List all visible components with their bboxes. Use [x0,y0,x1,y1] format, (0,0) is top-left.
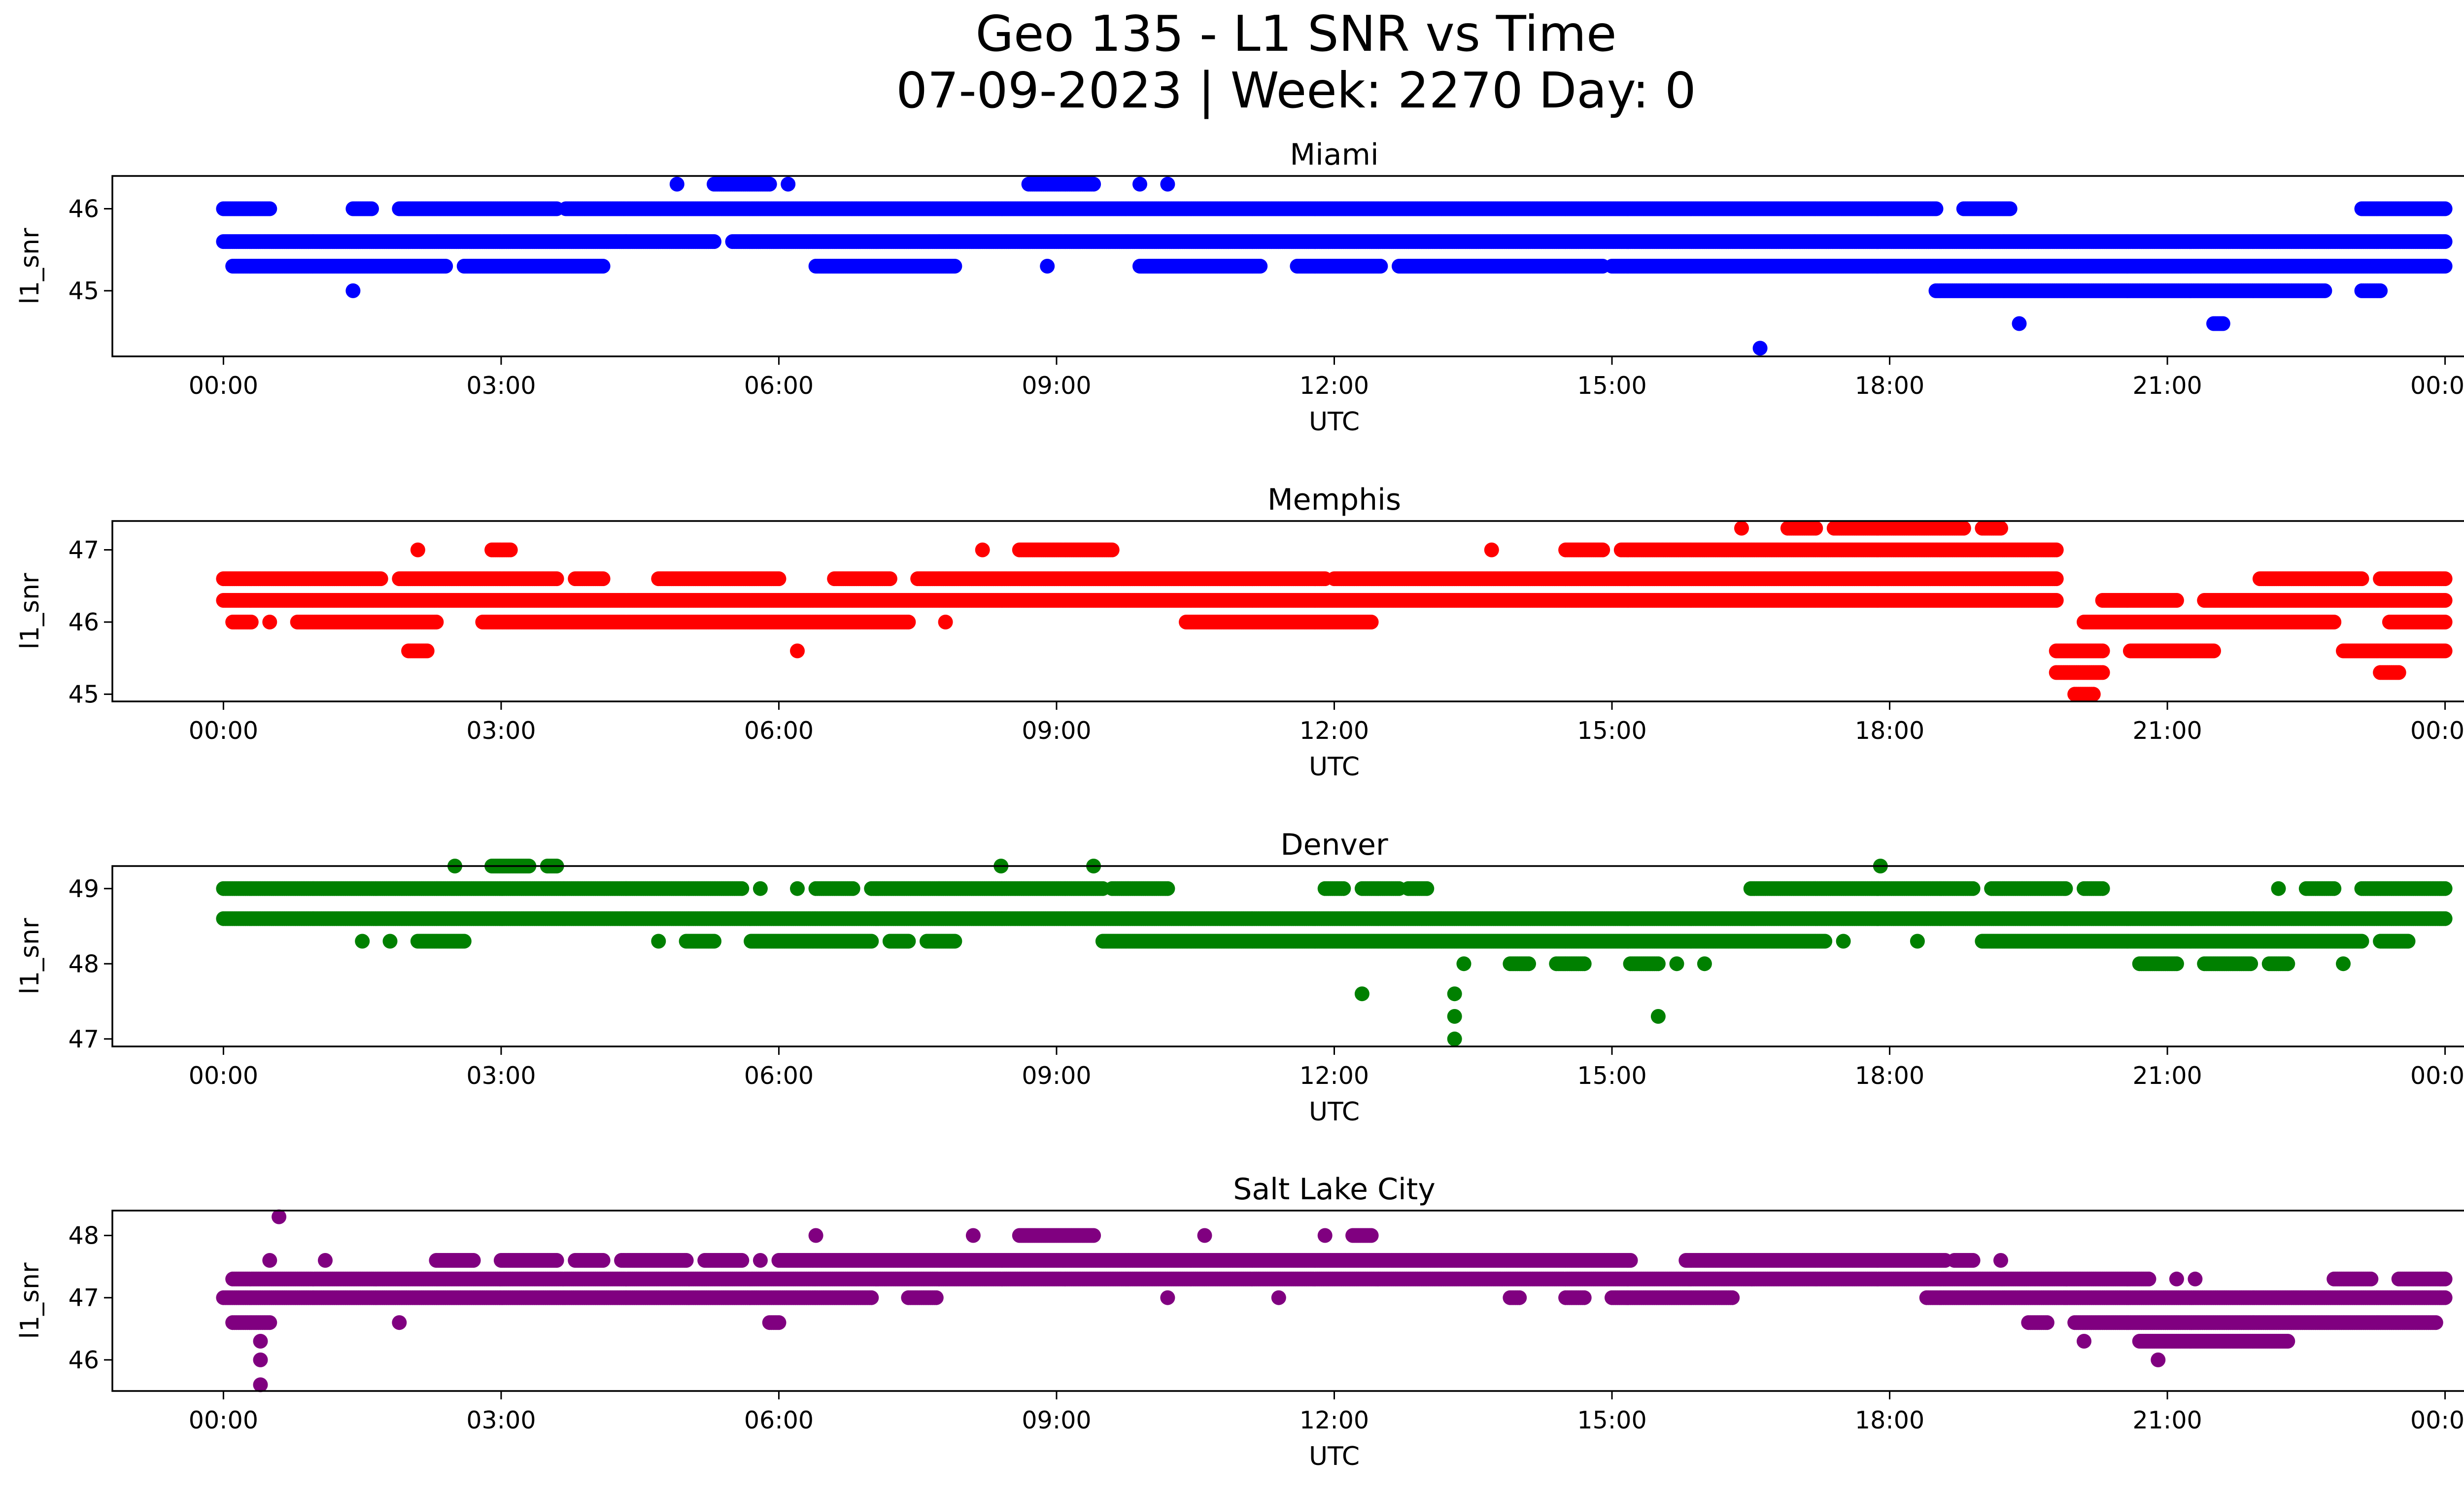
data-point [1808,521,1823,536]
subplots-group: Miami 00:00 03:00 06:00 09:00 12:00 15:00 18:00… [15,138,2464,1471]
data-point [762,176,777,192]
subplot-miami: Miami 00:00 03:00 06:00 09:00 12:00 15:00 18:00… [15,138,2464,437]
data-point [1373,259,1388,274]
data-point [1132,176,1147,192]
x-tick-label: 09:00 [1022,372,1091,400]
data-point [2437,234,2453,249]
data-point [410,542,425,557]
data-point [781,176,796,192]
data-point [1595,542,1610,557]
data-point [595,259,611,274]
data-point [2354,571,2369,587]
x-tick-label: 03:00 [466,372,536,400]
data-point [1734,521,1749,536]
data-point [345,283,361,298]
data-point [1993,521,2008,536]
data-point [947,259,962,274]
data-point [2002,201,2018,216]
data-point [669,176,684,192]
data-point [1160,176,1175,192]
data-point [1104,542,1120,557]
figure-title-line2: 07-09-2023 | Week: 2270 Day: 0 [896,62,1696,119]
data-point [2049,542,2064,557]
data-point [2049,571,2064,587]
y-axis-label: l1_snr [15,228,45,305]
data-point [595,571,611,587]
data-point [262,201,277,216]
data-point [2437,259,2453,274]
x-axis-label: UTC [1309,407,1360,437]
data-point [2373,283,2388,298]
subplot-title: Miami [1290,138,1378,172]
data-point [771,571,787,587]
figure-title-line1: Geo 135 - L1 SNR vs Time [976,5,1617,63]
data-point [707,234,721,249]
data-point [364,201,379,216]
x-tick-label: 00:00 [189,372,258,400]
data-point [2317,283,2332,298]
y-tick-label: 45 [68,277,99,305]
data-point [2437,571,2453,587]
y-tick-label: 46 [68,195,99,223]
data-point [2012,316,2027,331]
data-point [1928,201,1944,216]
data-point [975,542,990,557]
data-point [1752,341,1768,356]
data-point [2437,201,2453,216]
subplot-title: Memphis [1267,483,1401,517]
data-point [1956,521,1971,536]
data-point [438,259,453,274]
data-points [216,176,2453,356]
data-point [549,571,564,587]
data-point [2215,316,2230,331]
data-point [373,571,388,587]
data-point [1484,542,1499,557]
data-point [882,571,897,587]
data-point [1253,259,1268,274]
x-tick-label: 06:00 [744,372,814,400]
data-point [1040,259,1055,274]
x-tick-label: 00:00 [2410,372,2464,400]
x-tick-label: 12:00 [1300,372,1369,400]
x-tick-label: 21:00 [2132,372,2202,400]
x-tick-label: 15:00 [1577,372,1646,400]
x-tick-label: 18:00 [1855,372,1924,400]
data-point [1086,176,1101,192]
data-point [503,542,518,557]
